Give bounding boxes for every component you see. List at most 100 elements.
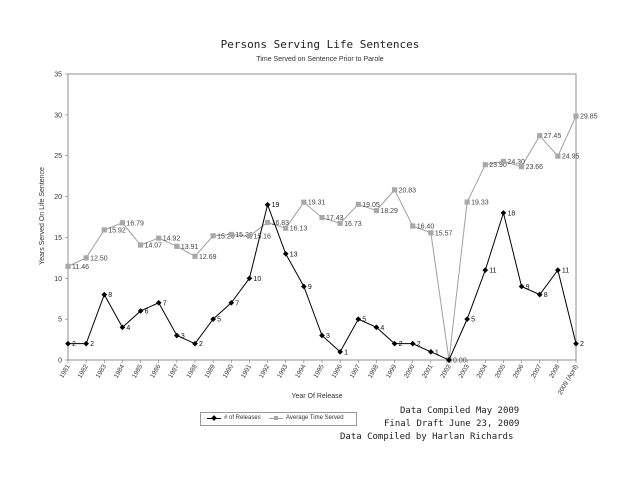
x-tick-label: 1983 [95, 363, 108, 379]
data-label-average: 15.16 [253, 234, 271, 241]
data-label-releases: 7 [235, 300, 239, 307]
x-tick-label: 1994 [294, 363, 307, 379]
data-label-average: 16.73 [344, 221, 362, 228]
legend-swatch-releases [207, 414, 221, 421]
series-line [67, 115, 577, 361]
data-point-average [464, 199, 470, 205]
x-tick-label: 2005 [494, 363, 507, 379]
data-label-releases: 4 [380, 325, 384, 332]
data-point-average [391, 187, 398, 193]
x-tick-label: 1992 [258, 363, 271, 379]
x-tick-label: 2007 [530, 363, 543, 379]
x-tick-label: 1996 [331, 363, 344, 379]
x-tick-label: 1985 [131, 363, 144, 379]
credit-final-draft: Final Draft June 23, 2009 [384, 419, 520, 429]
data-point-average [428, 230, 434, 236]
x-tick-label: 2008 [548, 363, 561, 379]
data-point-releases [119, 324, 126, 331]
data-point-average [555, 153, 561, 159]
data-label-average: 0.00 [453, 358, 467, 365]
data-point-releases [500, 210, 507, 216]
data-point-average [65, 263, 71, 269]
y-tick-label: 15 [54, 235, 62, 242]
data-point-releases [428, 349, 434, 355]
data-point-average [210, 233, 216, 239]
data-label-average: 19.05 [362, 202, 380, 209]
data-point-releases [446, 357, 452, 363]
data-label-average: 24.30 [507, 159, 525, 166]
data-label-releases: 2 [72, 341, 76, 348]
data-point-releases [464, 316, 470, 322]
data-label-releases: 2 [399, 341, 403, 348]
data-point-releases [210, 316, 216, 322]
data-label-average: 20.83 [399, 187, 417, 194]
x-axis-label: Year Of Release [291, 393, 342, 400]
data-point-average [283, 225, 289, 231]
data-label-releases: 11 [562, 268, 569, 275]
data-point-average [410, 223, 416, 229]
data-point-releases [282, 250, 289, 257]
y-tick-label: 5 [58, 317, 62, 324]
y-tick-label: 30 [54, 112, 62, 119]
data-point-average [337, 220, 343, 226]
data-label-average: 16.40 [417, 223, 435, 230]
data-point-releases [573, 340, 579, 347]
data-label-releases: 9 [526, 284, 530, 291]
data-point-releases [65, 340, 71, 347]
chart-subtitle: Time Served on Sentence Prior to Parole [256, 56, 384, 63]
data-point-average [101, 227, 107, 233]
data-label-releases: 5 [362, 317, 366, 324]
data-point-releases [319, 332, 325, 339]
data-label-average: 14.07 [145, 243, 163, 250]
data-point-releases [355, 316, 362, 322]
data-point-releases [518, 283, 525, 290]
x-tick-label: 1987 [167, 363, 180, 379]
data-point-average [246, 233, 253, 239]
credit-author: Data Compiled by Harlan Richards [340, 432, 514, 442]
data-label-average: 19.33 [471, 200, 489, 207]
series-releases: 2 2 8 4 6 7 3 2 5 7 10 19 13 9 3 1 5 4 2 2 1 5 11 18 9 8 11 2 [65, 201, 584, 363]
y-tick-label: 20 [54, 194, 62, 201]
x-tick-label: 1993 [276, 363, 289, 379]
data-label-average: 17.43 [326, 215, 344, 222]
data-point-average [319, 214, 325, 221]
data-point-releases [246, 275, 253, 282]
x-tick-label: 1981 [58, 363, 71, 379]
x-tick-label: 2002 [439, 363, 452, 379]
legend-swatch-average [269, 415, 283, 420]
data-point-average [83, 255, 89, 261]
data-label-average: 15.92 [108, 227, 126, 234]
x-tick-label: 1988 [185, 363, 198, 379]
data-point-releases [101, 291, 108, 298]
data-point-average [482, 162, 488, 168]
data-label-average: 23.66 [526, 164, 544, 171]
x-tick-label: 2003 [458, 363, 471, 379]
data-label-average: 13.91 [181, 244, 199, 251]
credit-compiled: Data Compiled May 2009 [400, 406, 520, 416]
data-point-average [573, 113, 579, 119]
x-tick-label: 1998 [367, 363, 380, 379]
data-point-average [192, 253, 198, 259]
data-label-releases: 5 [471, 317, 475, 324]
data-label-average: 16.79 [126, 220, 144, 227]
x-tick-label: 2006 [512, 363, 525, 379]
legend-label-releases: # of Releases [224, 415, 261, 421]
axes [65, 73, 577, 363]
data-label-releases: 13 [290, 251, 298, 258]
data-label-average: 11.46 [72, 264, 89, 271]
data-label-releases: 10 [253, 276, 261, 283]
y-tick-label: 10 [54, 276, 62, 283]
data-point-average [156, 235, 162, 241]
data-label-average: 15.57 [435, 230, 453, 237]
data-label-average: 16.13 [290, 226, 308, 233]
x-tick-label: 2001 [421, 363, 434, 379]
data-point-releases [192, 340, 198, 347]
data-label-releases: 9 [308, 284, 312, 291]
data-label-releases: 8 [544, 292, 548, 299]
data-label-releases: 2 [90, 341, 94, 348]
data-label-average: 16.83 [272, 220, 290, 227]
data-label-average: 29.85 [580, 114, 598, 121]
x-tick-label: 1990 [222, 363, 235, 379]
